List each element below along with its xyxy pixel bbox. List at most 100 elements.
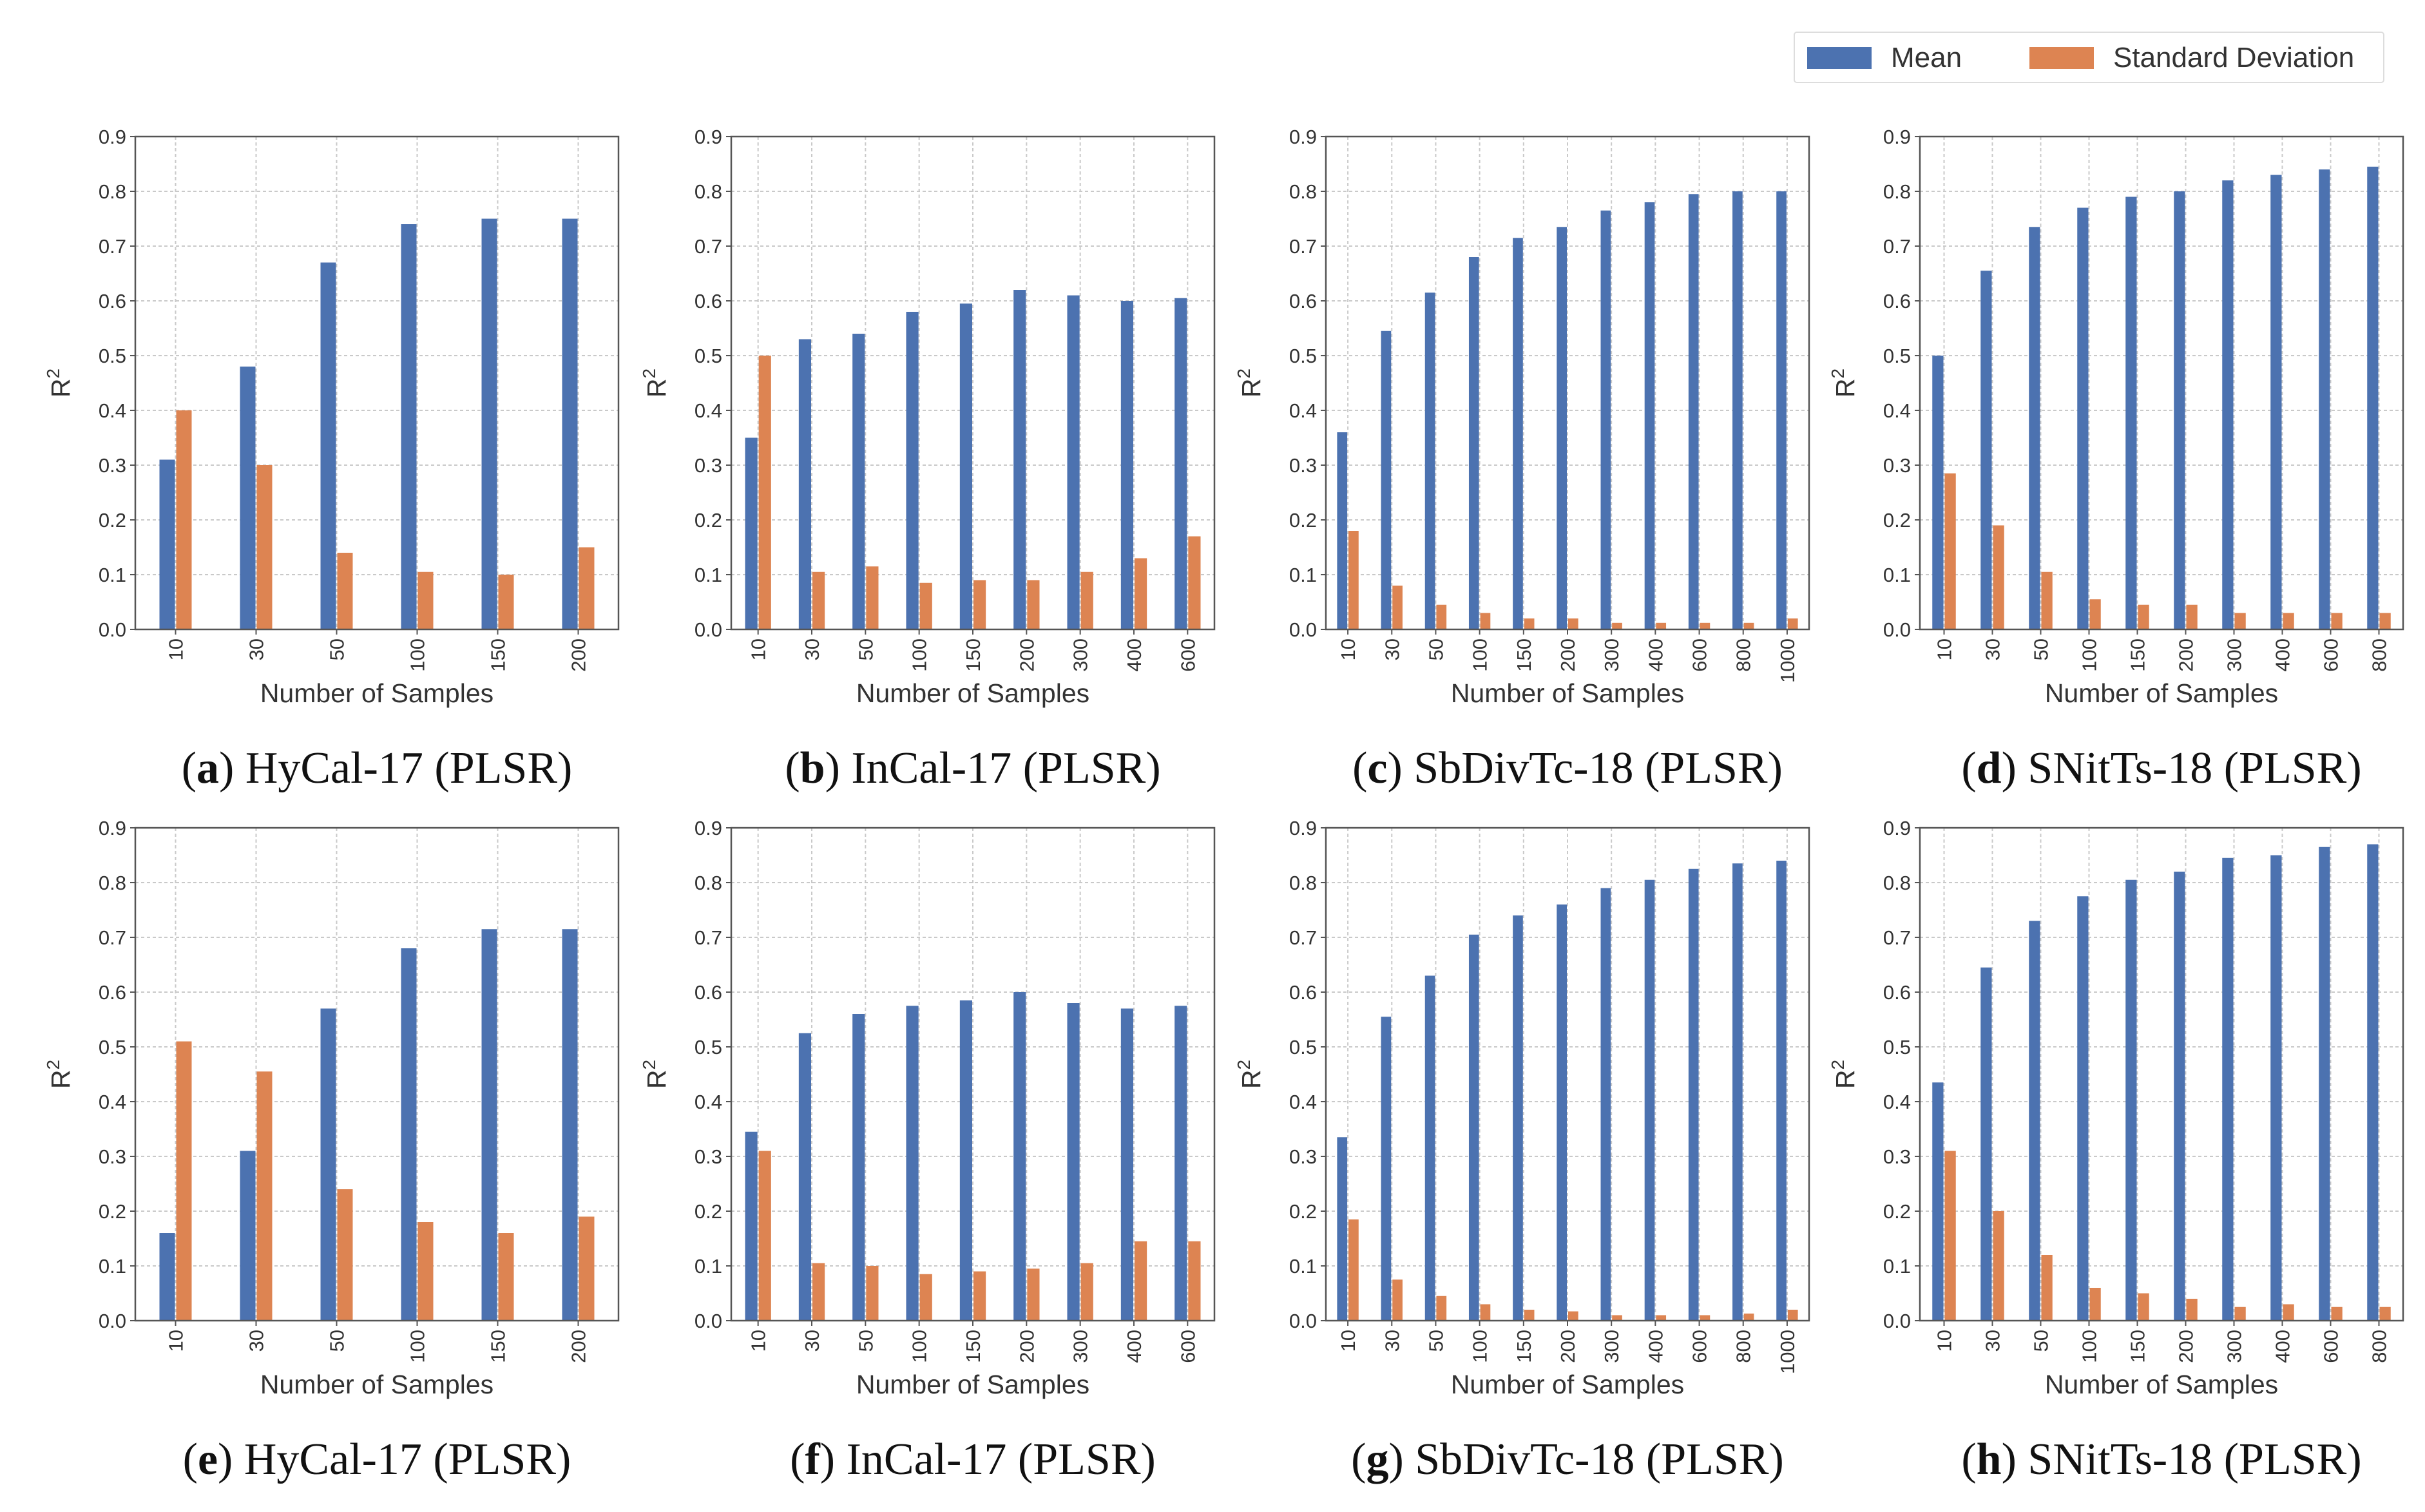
bar-std-30 [812,571,825,629]
x-tick-label: 200 [2175,638,2198,672]
y-tick-label: 0.1 [1883,1255,1911,1278]
bar-mean-10 [1337,432,1348,629]
y-tick-label: 0.3 [1289,1145,1317,1168]
y-tick-label: 0.0 [1883,1310,1911,1332]
bar-mean-300 [2222,180,2234,629]
plot-frame [134,135,620,631]
bar-std-30 [1993,525,2004,629]
x-tick-label: 50 [2030,638,2053,660]
bar-mean-800 [1732,863,1743,1321]
y-axis-label: R2 [639,368,671,397]
bar-mean-300 [2222,857,2234,1321]
bar-mean-50 [2029,227,2040,629]
y-axis-label-base: R [1830,378,1860,397]
x-axis-label: Number of Samples [856,1370,1089,1399]
bar-std-10 [1944,1151,1956,1321]
y-tick-label: 0.7 [1289,926,1317,949]
bar-mean-200 [2174,872,2185,1321]
panel-caption: (b) InCal-17 (PLSR) [785,743,1160,793]
x-tick-label: 10 [165,638,187,660]
y-tick-label: 0.7 [695,235,722,258]
bar-mean-100 [1468,257,1479,629]
y-tick-label: 0.8 [1289,180,1317,203]
x-tick-label: 200 [1557,1330,1579,1363]
y-tick-label: 0.9 [695,126,722,148]
bar-std-200 [1027,1268,1040,1321]
bar-mean-600 [1688,868,1699,1321]
bar-mean-50 [852,334,865,629]
caption-letter: g [1366,1435,1388,1484]
bar-std-300 [1080,1263,1093,1321]
y-axis-label: R2 [43,1060,75,1089]
y-tick-label: 0.7 [1883,926,1911,949]
x-tick-label: 200 [1557,638,1579,672]
y-axis-label: R2 [1234,368,1266,397]
y-tick-label: 0.1 [1289,1255,1317,1278]
bar-mean-400 [1120,301,1133,629]
caption-close: ) [1388,1435,1403,1484]
y-axis-label-sup: 2 [1234,1060,1254,1070]
bar-std-200 [2186,1299,2198,1321]
y-tick-label: 0.9 [99,817,126,839]
bar-mean-150 [481,929,497,1321]
y-axis-label-base: R [1830,1069,1860,1089]
panel-caption: (a) HyCal-17 (PLSR) [182,743,573,793]
bar-std-800 [1743,622,1754,629]
x-tick-label: 200 [2175,1330,2198,1363]
bar-std-30 [256,465,273,629]
bar-std-800 [1743,1313,1754,1321]
x-axis-label: Number of Samples [2045,1370,2278,1399]
y-tick-label: 0.4 [1289,1091,1317,1113]
y-tick-label: 0.8 [695,872,722,894]
bar-mean-300 [1600,888,1611,1321]
x-tick-label: 600 [2320,638,2343,672]
caption-letter: h [1977,1435,2002,1484]
y-tick-label: 0.1 [99,1255,126,1278]
bar-std-10 [1348,1219,1359,1321]
y-tick-label: 0.2 [1883,509,1911,531]
bar-std-400 [1656,1315,1667,1321]
bar-std-600 [1188,1241,1201,1321]
y-tick-label: 0.2 [1883,1200,1911,1223]
bar-std-300 [1080,571,1093,629]
y-tick-label: 0.7 [1883,235,1911,258]
x-tick-label: 150 [1513,1330,1535,1363]
bar-mean-50 [852,1014,865,1321]
bar-mean-800 [2367,166,2379,629]
x-axis-label: Number of Samples [856,678,1089,708]
bar-mean-200 [1013,290,1026,629]
bar-std-50 [866,1266,879,1321]
bar-mean-150 [2125,196,2137,629]
chart-panel-e: 0.0 0.1 0.2 0.3 0.4 0.5 0.6 0.7 0.8 0.9 10 30 50 100 1… [43,817,620,1484]
y-tick-label: 0.6 [99,290,126,312]
bar-mean-50 [1424,292,1435,629]
x-tick-label: 150 [1513,638,1535,672]
x-tick-label: 30 [1982,1330,2004,1352]
y-tick-label: 0.5 [99,345,126,367]
bar-mean-30 [240,1151,256,1321]
legend-label-mean: Mean [1891,42,1962,73]
y-tick-label: 0.3 [1883,1145,1911,1168]
y-tick-label: 0.9 [1289,126,1317,148]
x-tick-label: 800 [1732,638,1755,672]
bar-mean-150 [959,303,972,629]
x-tick-label: 150 [2127,1330,2149,1363]
y-tick-label: 0.8 [1883,180,1911,203]
bar-mean-200 [1557,227,1567,629]
y-tick-label: 0.0 [1289,1310,1317,1332]
bar-mean-400 [1120,1008,1133,1321]
y-tick-label: 0.9 [1883,126,1911,148]
y-tick-label: 0.8 [99,180,126,203]
x-tick-label: 10 [165,1330,187,1352]
x-tick-label: 150 [487,1330,510,1363]
bar-std-30 [256,1071,273,1321]
panel-caption: (d) SNitTs-18 (PLSR) [1961,743,2361,793]
bar-std-100 [417,1222,434,1321]
caption-open: ( [1961,743,1976,793]
bar-mean-30 [1381,1017,1392,1321]
bar-mean-300 [1067,295,1080,629]
chart-panel-b: 0.0 0.1 0.2 0.3 0.4 0.5 0.6 0.7 0.8 0.9 10 30 50 100 1… [639,126,1216,793]
bar-mean-30 [1381,330,1392,629]
y-tick-label: 0.4 [1289,399,1317,422]
caption-close: ) [825,743,840,793]
